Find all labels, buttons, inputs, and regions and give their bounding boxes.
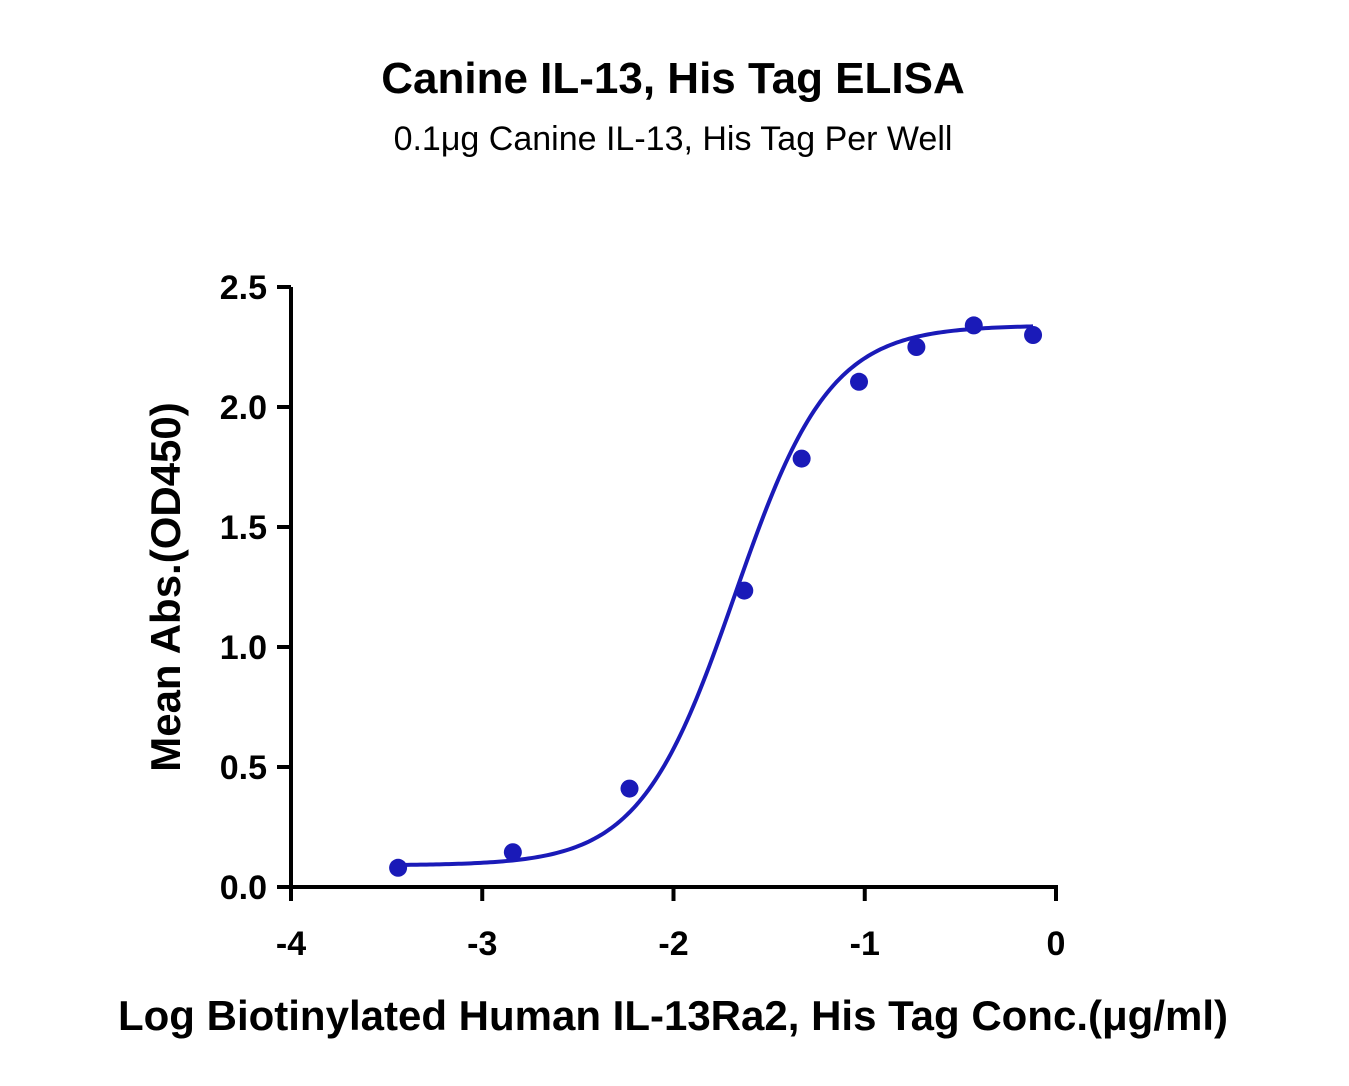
y-tick-label: 1.0 bbox=[220, 629, 267, 667]
x-tick-label: 0 bbox=[1047, 925, 1066, 963]
chart-title: Canine IL-13, His Tag ELISA bbox=[381, 54, 965, 103]
x-axis-ticks: -4 -3 -2 -1 0 bbox=[276, 887, 1066, 963]
data-point bbox=[389, 858, 408, 877]
data-point bbox=[503, 843, 522, 862]
data-point bbox=[792, 449, 811, 468]
plot-area: 0.0 0.5 1.0 1.5 2.0 2.5 -4 -3 -2 -1 0 bbox=[220, 269, 1066, 963]
x-tick-label: -3 bbox=[467, 925, 497, 963]
x-tick-label: -1 bbox=[850, 925, 880, 963]
data-point bbox=[620, 779, 639, 798]
y-tick-label: 1.5 bbox=[220, 509, 267, 547]
y-tick-label: 2.5 bbox=[220, 269, 267, 307]
y-axis-label: Mean Abs.(OD450) bbox=[142, 402, 189, 772]
data-point bbox=[850, 372, 869, 391]
chart-subtitle: 0.1μg Canine IL-13, His Tag Per Well bbox=[394, 120, 953, 158]
data-point bbox=[1024, 326, 1043, 344]
y-axis-ticks: 0.0 0.5 1.0 1.5 2.0 2.5 bbox=[220, 269, 291, 907]
fit-curve-line bbox=[398, 324, 1034, 867]
x-tick-label: -2 bbox=[658, 925, 688, 963]
x-tick-label: -4 bbox=[276, 925, 306, 963]
data-point bbox=[907, 338, 926, 356]
y-tick-label: 2.0 bbox=[220, 389, 267, 427]
x-axis-label: Log Biotinylated Human IL-13Ra2, His Tag… bbox=[118, 992, 1228, 1039]
data-point bbox=[735, 581, 754, 600]
data-points bbox=[389, 316, 1043, 877]
data-point bbox=[964, 316, 983, 335]
y-tick-label: 0.0 bbox=[220, 869, 267, 907]
y-tick-label: 0.5 bbox=[220, 749, 267, 787]
